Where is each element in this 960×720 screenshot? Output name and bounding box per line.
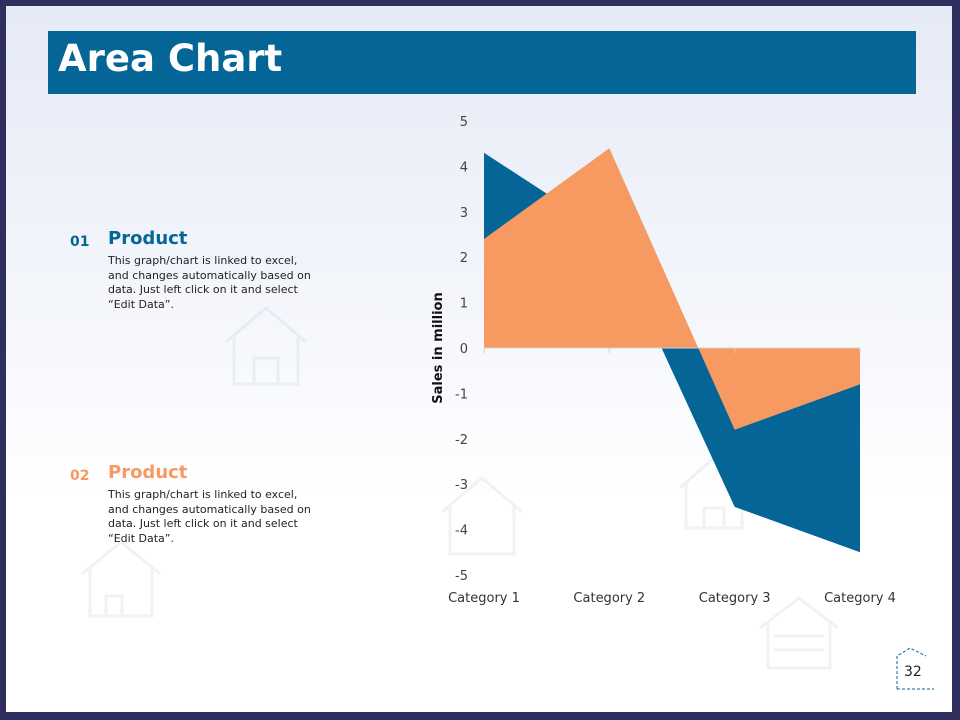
y-axis-title: Sales in million (431, 292, 446, 403)
area-chart: 5 4 3 2 1 0 -1 -2 -3 -4 -5 Category 1 Category 2 Cate… (431, 115, 896, 606)
page-title: Area Chart (58, 37, 283, 80)
y-tick-label: -3 (455, 478, 468, 493)
title-bar: Area Chart (48, 31, 916, 94)
y-tick-label: -5 (455, 569, 468, 584)
house-icon (759, 596, 839, 670)
page-number: 32 (904, 664, 922, 680)
y-tick-label: 1 (460, 297, 468, 312)
item-heading: Product (108, 228, 188, 249)
x-tick-label: Category 2 (573, 591, 645, 606)
house-icon (225, 306, 307, 386)
y-tick-label: 5 (460, 115, 468, 130)
y-tick-label: 3 (460, 206, 468, 221)
item-number: 01 (70, 234, 90, 250)
item-description: This graph/chart is linked to excel, and… (108, 488, 311, 545)
x-tick-label: Category 3 (699, 591, 771, 606)
y-tick-label: 0 (460, 342, 468, 357)
y-tick-label: -2 (455, 433, 468, 448)
y-tick-label: -4 (455, 524, 468, 539)
y-tick-label: -1 (455, 387, 468, 402)
y-tick-label: 4 (460, 160, 468, 175)
y-tick-label: 2 (460, 251, 468, 266)
x-tick-label: Category 4 (824, 591, 896, 606)
item-heading: Product (108, 462, 188, 483)
slide: Area Chart 01 Product This graph/chart i… (6, 6, 952, 712)
house-icon (441, 476, 523, 556)
page-number-box: 32 (896, 646, 936, 690)
area-series-2 (484, 148, 860, 430)
item-description: This graph/chart is linked to excel, and… (108, 254, 311, 311)
item-number: 02 (70, 468, 90, 484)
x-tick-label: Category 1 (448, 591, 520, 606)
house-icon (81, 540, 161, 618)
page-corner-icon (896, 647, 934, 690)
